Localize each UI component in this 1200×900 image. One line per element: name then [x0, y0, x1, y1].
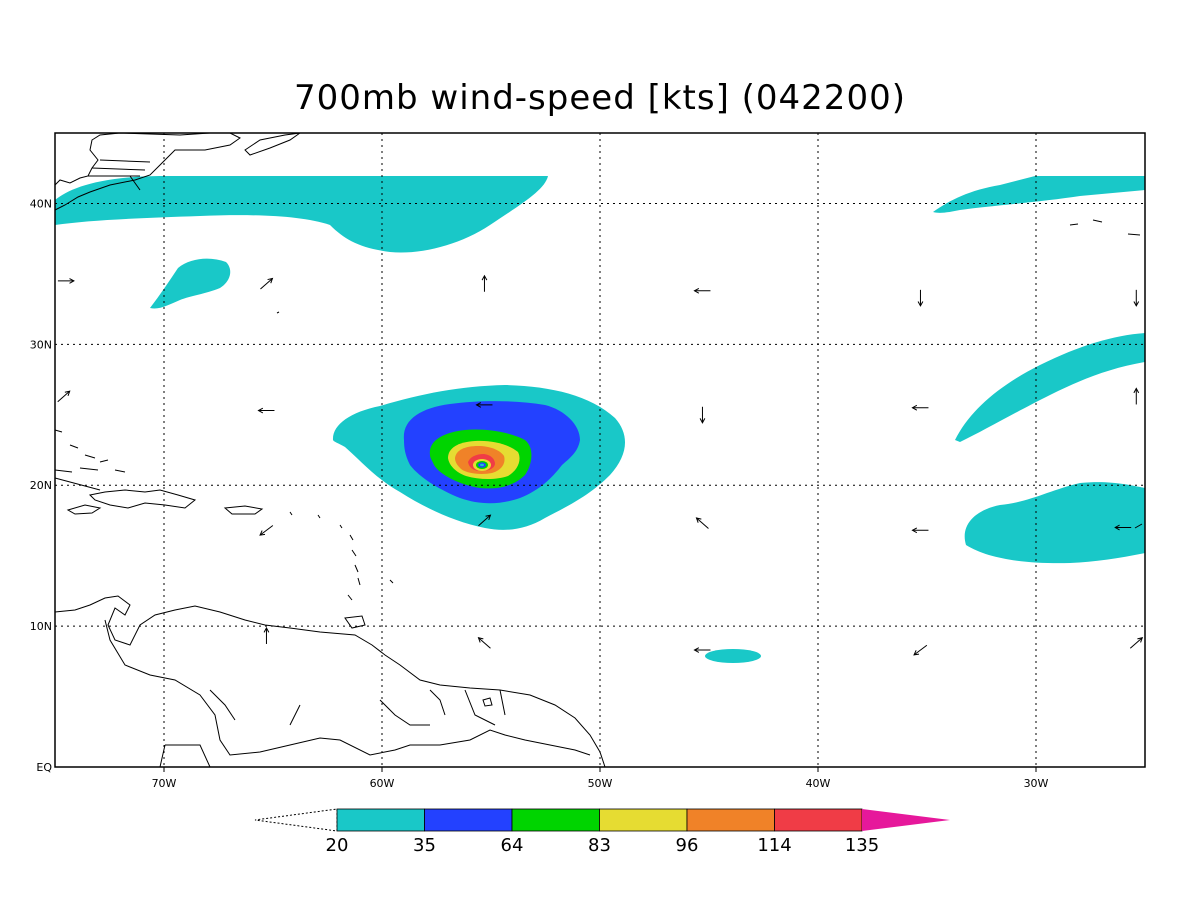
wind-vector-arrow: [911, 527, 929, 534]
colorbar-segment: [511, 808, 600, 832]
coastline-puerto-rico: [223, 505, 264, 515]
wind-vector-arrow: [57, 278, 75, 284]
wind-vector-arrow: [913, 644, 928, 656]
lat-tick-label: 10N: [30, 620, 52, 633]
jet-region-northeast: [933, 176, 1145, 213]
wind-vector-arrow: [1133, 289, 1140, 307]
colorbar-level-label: 20: [326, 835, 349, 856]
wind-vector-arrow: [1114, 524, 1132, 531]
wind-vector-arrow: [259, 525, 274, 536]
wind-vector-arrow: [911, 404, 929, 411]
lat-tick-label: EQ: [36, 761, 52, 774]
latitude-ticks: EQ 10N 20N 30N 40N: [30, 197, 53, 774]
borders-south-america: [104, 619, 591, 768]
lat-tick-label: 20N: [30, 479, 52, 492]
coastline-cuba: [54, 477, 101, 491]
lat-tick-label: 40N: [30, 197, 52, 210]
coastlines: [54, 132, 1143, 768]
wind-vector-arrow: [1129, 637, 1144, 649]
coastline-south-america: [54, 595, 606, 768]
lon-tick-label: 40W: [806, 777, 831, 790]
colorbar-above-triangle: [862, 809, 950, 831]
wind-vector-arrow: [477, 637, 491, 649]
colorbar-level-label: 114: [757, 835, 791, 856]
colorbar-segment: [424, 808, 513, 832]
lon-tick-label: 50W: [588, 777, 613, 790]
wind-vector-arrow: [693, 287, 711, 294]
wind-vectors: [57, 274, 1144, 656]
jet-region-small: [150, 258, 231, 309]
coastline-jamaica: [66, 504, 102, 515]
wind-vector-arrow: [695, 517, 709, 529]
wind-vector-arrow: [1133, 387, 1140, 405]
wind-vector-arrow: [475, 402, 493, 408]
wind-vector-arrow: [917, 289, 924, 307]
coastline-azores: [1069, 219, 1141, 236]
wind-vector-arrow: [478, 514, 492, 527]
map-title: 700mb wind-speed [kts] (042200): [294, 78, 906, 118]
jet-region-east-south: [964, 482, 1145, 564]
jet-region-northwest: [55, 176, 548, 253]
colorbar-segment: [774, 808, 863, 832]
coastline-hispaniola: [88, 489, 197, 509]
colorbar-level-label: 135: [845, 835, 879, 856]
colorbar-segment: [336, 808, 425, 832]
coastline-nova-scotia: [244, 132, 301, 156]
coastline-trinidad: [344, 615, 366, 629]
coastline-canaries: [1134, 523, 1143, 529]
colorbar-below-triangle: [254, 808, 338, 832]
wind-vector-arrow: [699, 406, 706, 424]
colorbar-segment: [599, 808, 688, 832]
coastline-bahamas: [54, 429, 126, 473]
jet-region-east-mid: [955, 333, 1145, 442]
coastline-lesser-antilles: [289, 511, 394, 601]
coastline-states: [88, 159, 151, 191]
hurricane-eye: [480, 463, 484, 467]
wind-vector-arrow: [263, 626, 270, 644]
wind-vector-arrow: [57, 390, 71, 403]
colorbar-segment: [686, 808, 775, 832]
colorbar-level-label: 83: [588, 835, 611, 856]
jet-region-tiny: [705, 649, 761, 663]
colorbar: 20 35 64 83 96 114 135: [254, 808, 950, 856]
coastline-bermuda: [276, 311, 280, 314]
lon-tick-label: 70W: [152, 777, 177, 790]
lon-tick-label: 60W: [370, 777, 395, 790]
colorbar-level-label: 96: [676, 835, 699, 856]
wind-speed-shading: [55, 176, 1145, 663]
gridlines: [55, 133, 1145, 767]
colorbar-level-label: 64: [501, 835, 524, 856]
wind-vector-arrow: [257, 407, 275, 414]
lon-tick-label: 30W: [1024, 777, 1049, 790]
plot-area: [54, 132, 1146, 768]
colorbar-level-label: 35: [413, 835, 436, 856]
longitude-ticks: 70W 60W 50W 40W 30W: [152, 767, 1049, 790]
wind-vector-arrow: [260, 277, 274, 290]
wind-vector-arrow: [693, 647, 711, 653]
lat-tick-label: 30N: [30, 338, 52, 351]
coastline-island-small: [482, 697, 493, 707]
wind-vector-arrow: [481, 274, 488, 292]
